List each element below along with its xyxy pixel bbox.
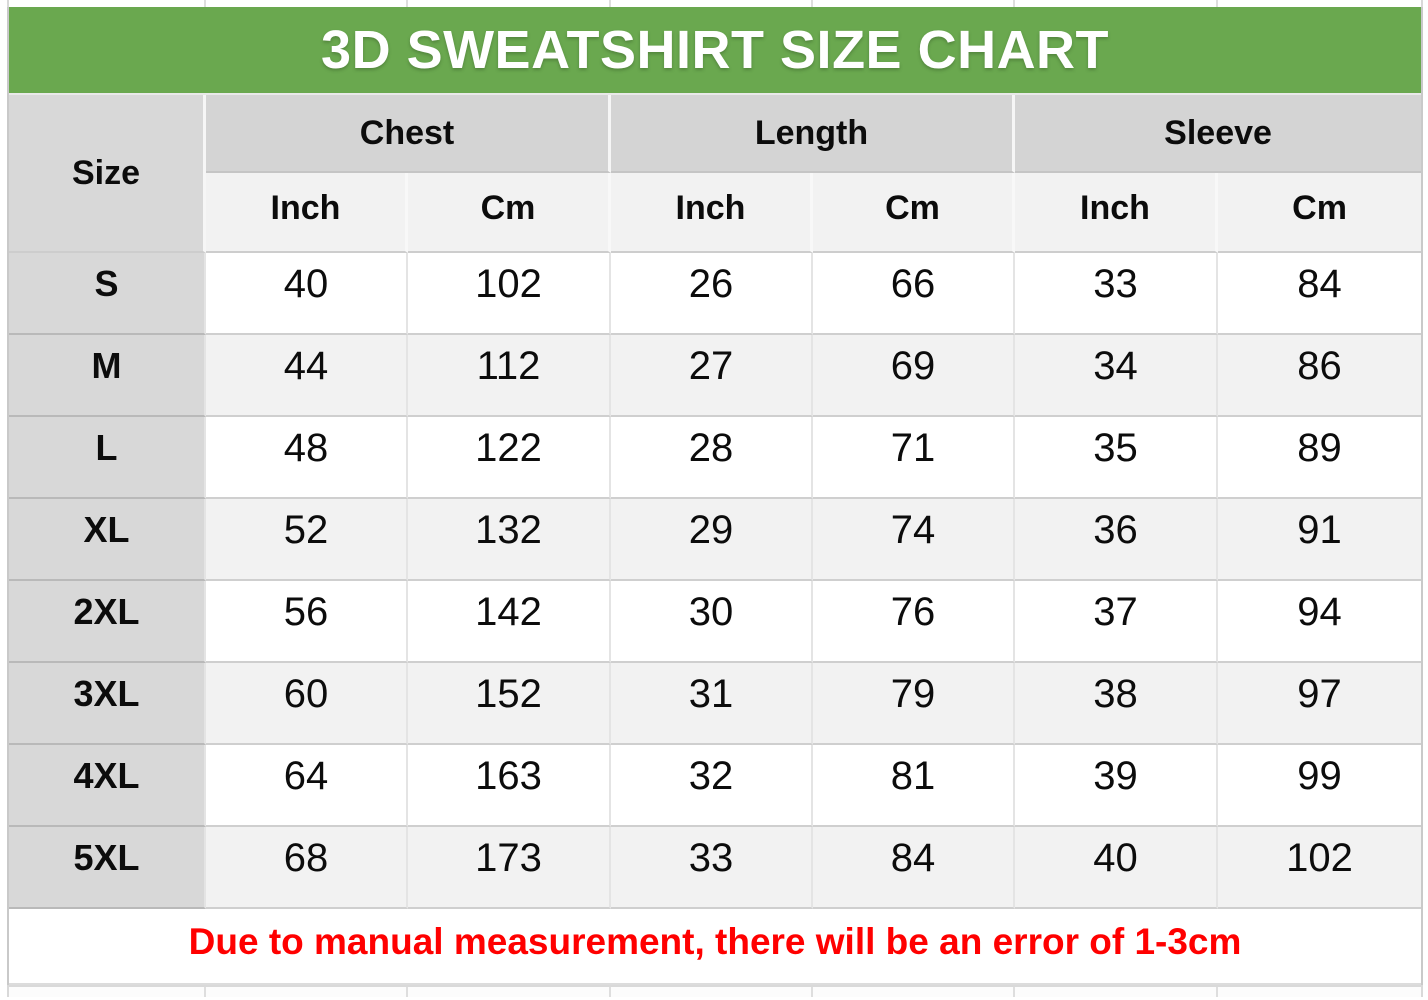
unit-header-sleeve-cm: Cm [1218,173,1422,253]
value-cell-sleeve-cm: 89 [1218,417,1422,499]
measurement-note: Due to manual measurement, there will be… [9,909,1422,985]
value-cell-sleeve-cm: 84 [1218,253,1422,335]
chart-title: 3D SWEATSHIRT SIZE CHART [9,7,1422,95]
table-row: 2XL 56 142 30 76 37 94 [9,581,1422,663]
unit-header-length-cm: Cm [813,173,1015,253]
value-cell-sleeve-inch: 34 [1015,335,1218,417]
value-cell-chest-cm: 122 [408,417,611,499]
size-cell: 4XL [9,745,206,827]
size-cell: L [9,417,206,499]
table-row: XL 52 132 29 74 36 91 [9,499,1422,581]
value-cell-length-cm: 69 [813,335,1015,417]
value-cell-length-inch: 28 [611,417,813,499]
value-cell-sleeve-inch: 35 [1015,417,1218,499]
size-cell: XL [9,499,206,581]
value-cell-chest-inch: 56 [206,581,408,663]
column-group-length: Length [611,95,1015,173]
value-cell-chest-cm: 173 [408,827,611,909]
size-cell: 2XL [9,581,206,663]
value-cell-sleeve-cm: 97 [1218,663,1422,745]
value-cell-chest-inch: 44 [206,335,408,417]
table-row: L 48 122 28 71 35 89 [9,417,1422,499]
value-cell-sleeve-cm: 94 [1218,581,1422,663]
value-cell-length-inch: 32 [611,745,813,827]
table-row: M 44 112 27 69 34 86 [9,335,1422,417]
value-cell-sleeve-inch: 37 [1015,581,1218,663]
table-row: S 40 102 26 66 33 84 [9,253,1422,335]
value-cell-sleeve-inch: 40 [1015,827,1218,909]
column-group-sleeve: Sleeve [1015,95,1422,173]
value-cell-chest-inch: 64 [206,745,408,827]
unit-header-chest-cm: Cm [408,173,611,253]
unit-header-length-inch: Inch [611,173,813,253]
value-cell-sleeve-cm: 86 [1218,335,1422,417]
table-row: 4XL 64 163 32 81 39 99 [9,745,1422,827]
value-cell-sleeve-cm: 102 [1218,827,1422,909]
value-cell-length-cm: 79 [813,663,1015,745]
value-cell-length-cm: 81 [813,745,1015,827]
value-cell-sleeve-inch: 39 [1015,745,1218,827]
value-cell-chest-inch: 48 [206,417,408,499]
value-cell-length-cm: 84 [813,827,1015,909]
value-cell-chest-cm: 163 [408,745,611,827]
value-cell-chest-cm: 152 [408,663,611,745]
table-row: 3XL 60 152 31 79 38 97 [9,663,1422,745]
value-cell-length-cm: 66 [813,253,1015,335]
value-cell-chest-inch: 68 [206,827,408,909]
value-cell-chest-cm: 112 [408,335,611,417]
size-chart-table: 3D SWEATSHIRT SIZE CHART Size Chest Leng… [7,7,1424,985]
value-cell-length-inch: 29 [611,499,813,581]
unit-header-sleeve-inch: Inch [1015,173,1218,253]
spreadsheet-grid-fragment-bottom [7,985,1423,997]
value-cell-length-inch: 33 [611,827,813,909]
value-cell-length-cm: 76 [813,581,1015,663]
size-cell: 5XL [9,827,206,909]
table-row: 5XL 68 173 33 84 40 102 [9,827,1422,909]
value-cell-sleeve-inch: 36 [1015,499,1218,581]
value-cell-length-inch: 30 [611,581,813,663]
value-cell-chest-cm: 132 [408,499,611,581]
value-cell-chest-inch: 40 [206,253,408,335]
column-group-chest: Chest [206,95,611,173]
value-cell-sleeve-inch: 33 [1015,253,1218,335]
value-cell-sleeve-cm: 91 [1218,499,1422,581]
value-cell-chest-inch: 60 [206,663,408,745]
value-cell-sleeve-inch: 38 [1015,663,1218,745]
size-cell: S [9,253,206,335]
unit-header-chest-inch: Inch [206,173,408,253]
value-cell-length-inch: 26 [611,253,813,335]
value-cell-length-inch: 31 [611,663,813,745]
size-cell: 3XL [9,663,206,745]
size-cell: M [9,335,206,417]
value-cell-length-cm: 74 [813,499,1015,581]
value-cell-length-cm: 71 [813,417,1015,499]
value-cell-length-inch: 27 [611,335,813,417]
value-cell-chest-cm: 142 [408,581,611,663]
value-cell-chest-inch: 52 [206,499,408,581]
value-cell-sleeve-cm: 99 [1218,745,1422,827]
spreadsheet-grid-fragment-top [7,0,1423,7]
value-cell-chest-cm: 102 [408,253,611,335]
column-header-size: Size [9,95,206,253]
